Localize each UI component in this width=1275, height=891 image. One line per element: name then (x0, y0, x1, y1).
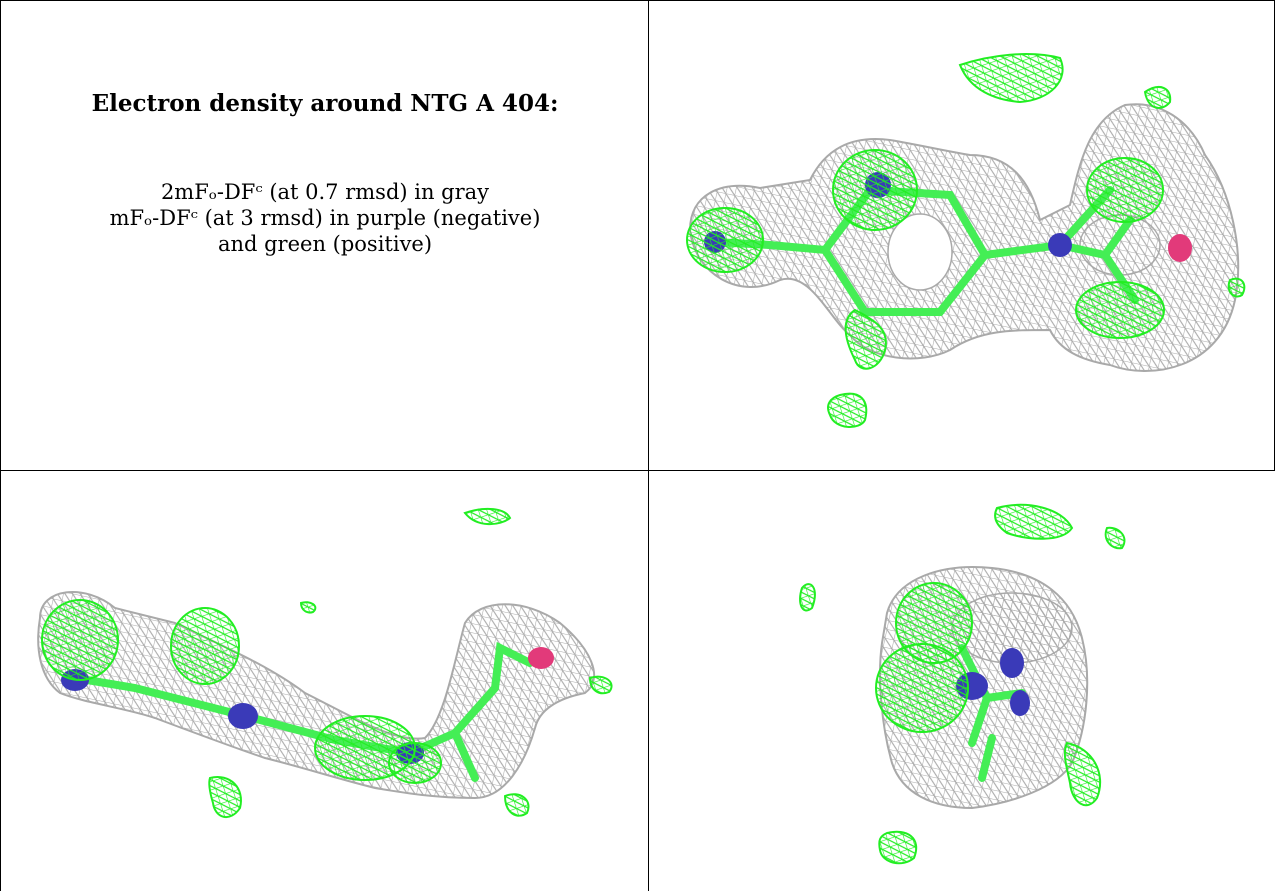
ring-hole (887, 213, 953, 291)
green-positive-blob (588, 675, 613, 695)
nitrogen-atom (1000, 648, 1024, 678)
green-positive-blob (878, 830, 917, 865)
nitrogen-atom (1048, 233, 1072, 257)
nitrogen-atom (1010, 690, 1030, 716)
green-positive-blob (994, 504, 1074, 540)
green-positive-blob (827, 392, 868, 428)
caption-line-2fofc: 2mFₒ-DFᶜ (at 0.7 rmsd) in gray (160, 180, 490, 204)
green-positive-blob (1063, 741, 1102, 807)
green-positive-blob (799, 583, 816, 612)
green-positive-blob (503, 793, 530, 817)
green-positive-blob (844, 308, 887, 370)
gray-density-mesh (688, 103, 1240, 372)
table-top-border (0, 0, 1275, 1)
green-positive-blob (1086, 157, 1164, 223)
green-positive-blob (686, 207, 764, 273)
table-middle-border (0, 470, 1275, 471)
table-center-divider (648, 0, 649, 891)
green-positive-blob (463, 507, 512, 526)
green-positive-blob (875, 643, 969, 733)
density-panel-top-right (650, 30, 1270, 460)
green-positive-blob (170, 607, 240, 685)
green-positive-blob (388, 742, 442, 784)
green-positive-blob (832, 149, 918, 231)
caption-line-fofc: mFₒ-DFᶜ (at 3 rmsd) in purple (negative) (109, 206, 541, 230)
ligand-bonds (711, 185, 1139, 316)
caption-title: Electron density around NTG A 404: (91, 90, 559, 117)
green-positive-blob (958, 53, 1064, 104)
green-positive-blob (1104, 526, 1126, 550)
caption-line-positive: and green (positive) (217, 232, 433, 256)
green-positive-blob (41, 599, 119, 681)
oxygen-atom (528, 647, 554, 669)
green-positive-blob (208, 776, 242, 818)
table-left-border (0, 0, 1, 891)
green-positive-blob (1143, 86, 1172, 109)
gray-density-mesh (37, 591, 596, 800)
caption-cell: Electron density around NTG A 404: 2mFₒ-… (20, 90, 630, 257)
nitrogen-atom (228, 703, 258, 729)
density-panel-bottom-right (652, 478, 1270, 888)
oxygen-atom (1168, 234, 1192, 262)
green-positive-blob (1227, 277, 1246, 298)
density-panel-bottom-left (5, 478, 645, 888)
green-positive-blob (299, 601, 317, 614)
green-positive-blob (1075, 281, 1165, 339)
